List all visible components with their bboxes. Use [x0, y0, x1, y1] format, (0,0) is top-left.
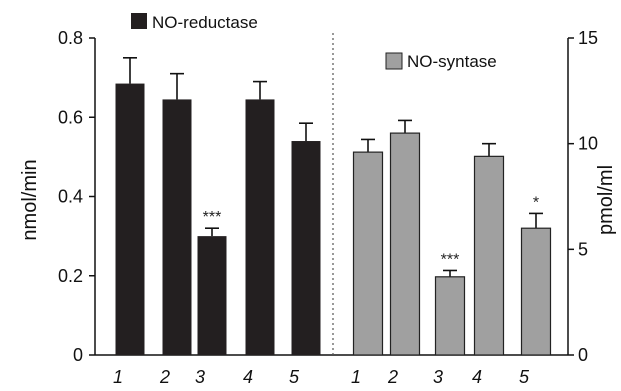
left-tick-label: 0.6	[58, 107, 83, 127]
bar-syntase-4	[473, 155, 505, 356]
legend-swatch-syntase	[385, 52, 403, 70]
bar-syntase-3	[434, 276, 466, 356]
bar-reductase-2	[162, 99, 192, 355]
significance-label: *	[533, 194, 539, 211]
x-tick-label: 2	[387, 367, 398, 387]
x-tick-label: 4	[472, 367, 482, 387]
left-tick-label: 0.8	[58, 28, 83, 48]
left-tick-label: 0.2	[58, 266, 83, 286]
legend-label-reductase: NO-reductase	[152, 13, 258, 32]
x-tick-label: 1	[113, 367, 123, 387]
bar-reductase-3	[197, 236, 227, 355]
bar-syntase-1	[352, 151, 384, 356]
legend-label-syntase: NO-syntase	[407, 52, 497, 71]
left-tick-label: 0.4	[58, 187, 83, 207]
x-tick-label: 4	[243, 367, 253, 387]
x-tick-label: 5	[289, 367, 300, 387]
x-tick-label: 1	[351, 367, 361, 387]
x-tick-labels: 1 2 3 4 5 1 2 3 4 5	[113, 367, 530, 387]
bar-reductase-1	[115, 83, 145, 355]
x-tick-label: 2	[159, 367, 170, 387]
x-tick-label: 3	[195, 367, 205, 387]
bar-reductase-5	[291, 141, 321, 355]
bars-group: *******	[115, 57, 552, 356]
bar-reductase-4	[245, 99, 275, 355]
x-tick-label: 3	[433, 367, 443, 387]
left-tick-label: 0	[73, 345, 83, 365]
legend-reductase: NO-reductase	[131, 13, 258, 32]
legend-syntase: NO-syntase	[385, 52, 497, 71]
right-tick-label: 5	[578, 239, 588, 259]
x-tick-label: 5	[519, 367, 530, 387]
right-tick-label: 10	[578, 134, 598, 154]
significance-label: ***	[203, 209, 222, 226]
right-axis: 0 5 10 15	[567, 28, 598, 365]
right-tick-label: 15	[578, 28, 598, 48]
bar-syntase-2	[389, 132, 421, 356]
left-axis-title: nmol/min	[19, 159, 41, 240]
legend-swatch-reductase	[131, 13, 147, 29]
right-axis-title: pmol/ml	[595, 165, 617, 235]
right-tick-label: 0	[578, 345, 588, 365]
significance-label: ***	[441, 251, 460, 268]
bar-syntase-5	[520, 227, 552, 356]
